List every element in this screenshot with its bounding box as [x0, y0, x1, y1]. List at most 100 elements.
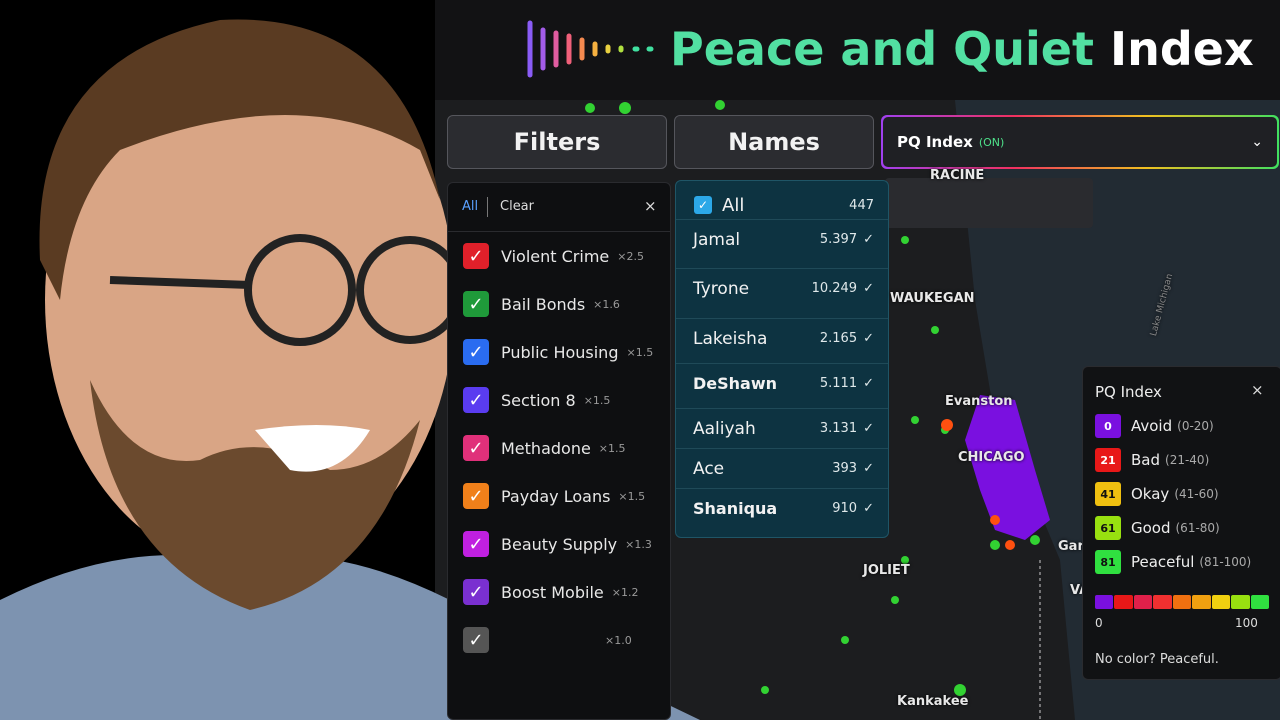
name-check: ✓ — [863, 501, 874, 516]
glasses-left — [244, 234, 356, 346]
name-row[interactable]: Lakeisha 2.165 ✓ — [676, 318, 888, 358]
pq-dropdown-label: PQ Index — [897, 133, 973, 151]
filter-weight: ×1.0 — [605, 633, 632, 647]
pq-dropdown-status: (ON) — [978, 135, 1005, 149]
filter-row[interactable]: ✓ Payday Loans ×1.5 — [448, 476, 672, 516]
name-row[interactable]: Jamal 5.397 ✓ — [676, 219, 888, 259]
legend-range: (81-100) — [1199, 555, 1252, 569]
legend: PQ Index × 0 Avoid (0-20) 21 Bad (21-40) 41 Oka… — [1082, 366, 1280, 680]
map-label: RACINE — [930, 168, 985, 183]
filter-all[interactable]: All — [462, 199, 479, 214]
filter-row[interactable]: ✓ Boost Mobile ×1.2 — [448, 572, 672, 612]
name-count: 393 — [832, 461, 858, 476]
names-all-row[interactable]: ✓ All 447 — [676, 185, 888, 225]
legend-label: Peaceful — [1131, 553, 1195, 571]
checkbox: ✓ — [694, 196, 712, 214]
checkbox: ✓ — [463, 387, 489, 413]
legend-max: 100 — [1235, 616, 1258, 630]
legend-item: 0 Avoid (0-20) — [1095, 413, 1214, 439]
scale-segment — [1114, 595, 1133, 609]
filters-panel: All Clear × ✓ Violent Crime ×2.5 ✓ Bail Bond… — [447, 182, 671, 720]
name-label: Tyrone — [693, 278, 750, 299]
close-button[interactable]: × — [1251, 381, 1264, 399]
name-count: 3.131 — [819, 421, 858, 436]
close-button[interactable]: × — [644, 197, 657, 215]
map-label: CHICAGO — [958, 450, 1025, 465]
name-row[interactable]: DeShawn 5.111 ✓ — [676, 363, 888, 403]
checkbox: ✓ — [463, 531, 489, 557]
title-main: Peace and Quiet — [670, 22, 1094, 76]
scale-segment — [1133, 595, 1153, 609]
legend-swatch: 0 — [1095, 414, 1121, 438]
checkbox: ✓ — [463, 579, 489, 605]
scale-segment — [1153, 595, 1172, 609]
legend-item: 21 Bad (21-40) — [1095, 447, 1209, 473]
name-count: 10.249 — [811, 281, 858, 296]
search-box[interactable] — [885, 178, 1093, 228]
name-label: Aaliyah — [693, 418, 756, 439]
names-panel: ✓ All 447 Jamal 5.397 ✓ Tyrone 10.249 ✓ Lakeis… — [675, 180, 889, 538]
filter-row[interactable]: ✓ Bail Bonds ×1.6 — [448, 284, 672, 324]
filter-label: Bail Bonds — [501, 294, 586, 314]
filter-row[interactable]: ✓ Beauty Supply ×1.3 — [448, 524, 672, 564]
map-label: Evanston — [945, 394, 1013, 409]
divider — [448, 231, 670, 232]
name-check: ✓ — [863, 281, 874, 296]
filter-row[interactable]: ✓ ×1.0 — [448, 620, 672, 660]
dropdown-arrow: ⌄ — [1251, 134, 1263, 150]
legend-item: 81 Peaceful (81-100) — [1095, 549, 1251, 575]
name-count: 5.111 — [819, 376, 858, 391]
filter-weight: ×1.6 — [593, 297, 620, 311]
filter-label: Payday Loans — [501, 486, 611, 506]
glasses-arm — [109, 276, 251, 289]
scale-segment — [1231, 595, 1250, 609]
title-accent: Index — [1110, 22, 1254, 76]
name-check: ✓ — [863, 331, 874, 346]
legend-label: Good — [1131, 519, 1171, 537]
scale-segment — [1095, 595, 1114, 609]
legend-scale — [1095, 595, 1269, 609]
legend-range: (41-60) — [1174, 487, 1219, 501]
legend-label: Avoid — [1131, 417, 1173, 435]
name-row[interactable]: Aaliyah 3.131 ✓ — [676, 408, 888, 448]
name-label: Shaniqua — [693, 499, 778, 518]
filter-weight: ×1.5 — [618, 489, 646, 503]
name-row[interactable]: Ace 393 ✓ — [676, 448, 888, 488]
filter-clear[interactable]: Clear — [500, 199, 534, 214]
title-bar — [435, 0, 1280, 100]
scale-segment — [1250, 595, 1269, 609]
filter-row[interactable]: ✓ Methadone ×1.5 — [448, 428, 672, 468]
beard — [90, 380, 420, 610]
name-label: DeShawn — [693, 374, 778, 393]
name-row[interactable]: Shaniqua 910 ✓ — [676, 488, 888, 528]
checkbox: ✓ — [463, 483, 489, 509]
filter-row[interactable]: ✓ Public Housing ×1.5 — [448, 332, 672, 372]
scale-segment — [1192, 595, 1211, 609]
filter-row[interactable]: ✓ Section 8 ×1.5 — [448, 380, 672, 420]
scale-segment — [1211, 595, 1231, 609]
filter-label: Boost Mobile — [501, 582, 604, 602]
filter-label: Methadone — [501, 438, 591, 458]
legend-note: No color? Peaceful. — [1095, 652, 1219, 667]
name-row[interactable]: Tyrone 10.249 ✓ — [676, 268, 888, 308]
legend-range: (0-20) — [1177, 419, 1214, 433]
checkbox: ✓ — [463, 627, 489, 653]
pq-dropdown[interactable]: PQ Index (ON) ⌄ — [881, 115, 1279, 169]
logo — [527, 20, 654, 78]
filters-button[interactable]: Filters — [447, 115, 667, 169]
map-hot-dots — [941, 419, 1015, 550]
map-label: JOLIET — [863, 563, 910, 578]
filter-row[interactable]: ✓ Violent Crime ×2.5 — [448, 236, 672, 276]
filter-label: Public Housing — [501, 342, 619, 362]
map-label: Kankakee — [897, 694, 969, 709]
checkbox: ✓ — [463, 435, 489, 461]
filter-weight: ×1.2 — [611, 585, 639, 599]
filter-weight: ×1.3 — [625, 537, 652, 551]
legend-item: 61 Good (61-80) — [1095, 515, 1220, 541]
legend-range: (61-80) — [1175, 521, 1220, 535]
names-button[interactable]: Names — [674, 115, 874, 169]
legend-range: (21-40) — [1165, 453, 1210, 467]
hair — [39, 19, 440, 300]
filter-label: Section 8 — [501, 390, 576, 410]
